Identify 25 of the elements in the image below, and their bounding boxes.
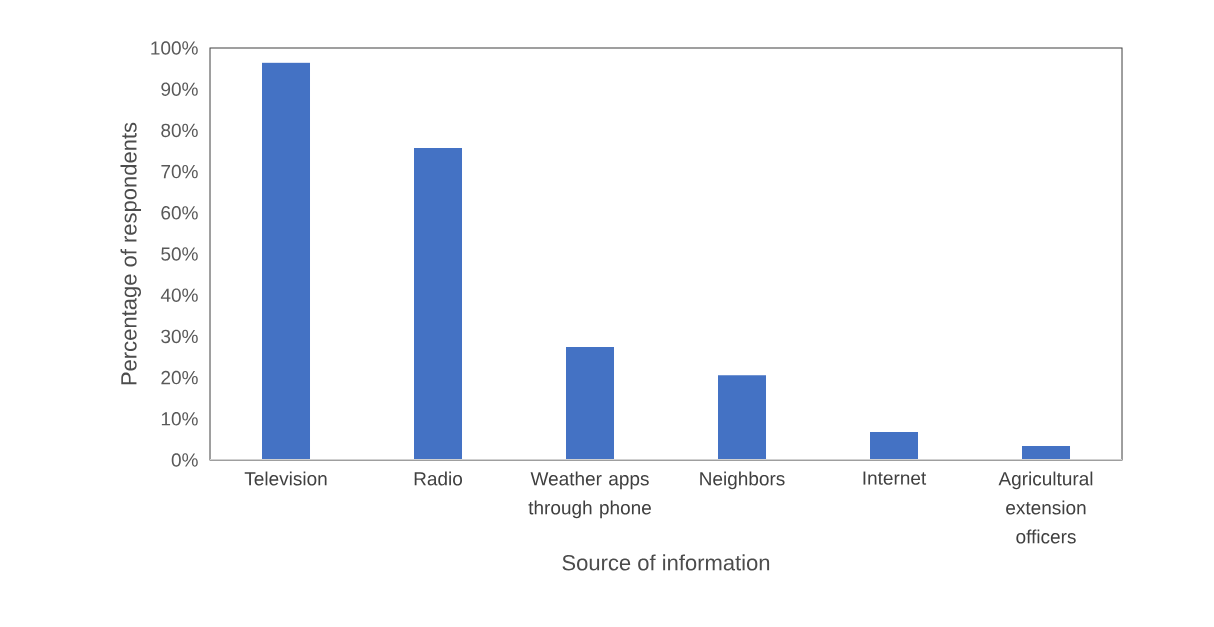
y-tick-label: 20% (161, 370, 198, 385)
x-tick-label: Television (244, 471, 327, 486)
bar (566, 347, 615, 460)
x-tick-label: Agricultural extension officers (998, 471, 1093, 544)
x-tick-label: Radio (414, 471, 463, 486)
x-tick-label: Neighbors (700, 471, 785, 490)
y-tick-label: 70% (161, 164, 198, 179)
y-tick-label: 60% (161, 206, 198, 220)
y-tick-label: 90% (161, 82, 198, 96)
y-tick-label: 50% (161, 247, 198, 261)
y-tick-label: 80% (161, 123, 198, 138)
bar (1022, 445, 1071, 460)
bar (262, 62, 311, 460)
y-tick-label: 10% (161, 412, 198, 426)
y-tick-label: 0% (171, 453, 198, 467)
y-tick-label: 100% (151, 41, 198, 55)
y-tick-label: 30% (161, 329, 198, 344)
y-axis-title: Percentage of respondents (120, 122, 142, 385)
x-tick-label: Internet (863, 471, 927, 485)
y-tick-label: 40% (160, 288, 198, 302)
bar (718, 375, 767, 460)
x-tick-label: Weather apps through phone (528, 471, 651, 519)
x-axis-title: Source of information (562, 554, 770, 571)
bar (870, 431, 918, 460)
bar (414, 148, 463, 460)
